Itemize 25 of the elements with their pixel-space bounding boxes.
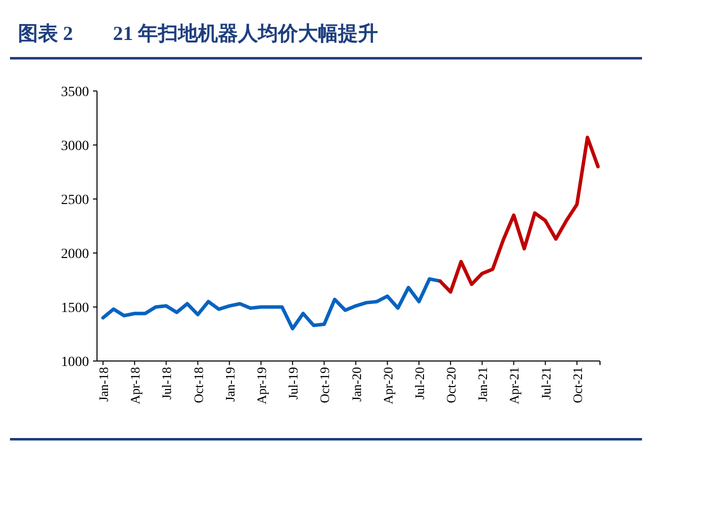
- x-tick-label: Apr-18: [128, 367, 143, 404]
- x-tick-label: Apr-19: [254, 367, 269, 404]
- y-tick-label: 2500: [61, 193, 89, 208]
- y-tick-label: 1500: [61, 301, 89, 316]
- line-series: [438, 136, 600, 294]
- x-tick-label: Jan-19: [222, 367, 238, 402]
- x-tick-label: Jan-20: [348, 367, 364, 402]
- x-tick-label: Apr-20: [380, 367, 396, 404]
- x-tick-label: Jul-19: [286, 367, 301, 400]
- x-tick-label: Oct-18: [190, 367, 206, 404]
- y-tick-label: 2000: [61, 247, 89, 262]
- x-tick-label: Oct-20: [444, 367, 459, 404]
- x-tick-label: Jul-21: [538, 367, 554, 400]
- x-tick-label: Apr-21: [506, 367, 522, 404]
- x-tick-label: Jan-18: [96, 367, 111, 402]
- y-tick-label: 3500: [61, 85, 89, 100]
- x-tick-label: Jan-21: [475, 367, 490, 402]
- y-tick-label: 1000: [61, 355, 89, 370]
- x-tick-label: Jul-20: [412, 367, 427, 400]
- chart-title: 图表 2 21 年扫地机器人均价大幅提升: [18, 22, 378, 45]
- y-tick-label: 3000: [61, 139, 89, 154]
- x-tick-label: Jul-18: [159, 367, 174, 400]
- x-tick-label: Oct-19: [317, 367, 332, 404]
- x-tick-label: Oct-21: [570, 367, 585, 404]
- line-series: [101, 277, 442, 330]
